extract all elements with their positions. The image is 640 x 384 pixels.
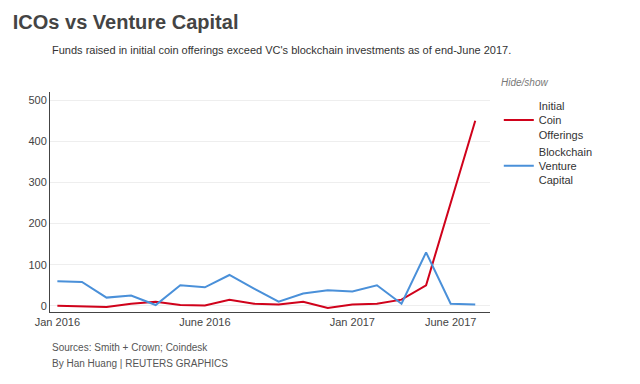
svg-text:Sources: Smith + Crown; Coinde: Sources: Smith + Crown; Coindesk (52, 342, 208, 353)
svg-text:100: 100 (28, 259, 46, 271)
svg-text:0: 0 (41, 300, 47, 312)
svg-text:Jan 2017: Jan 2017 (330, 316, 375, 328)
svg-text:Funds raised in initial coin o: Funds raised in initial coin offerings e… (52, 44, 511, 56)
svg-text:June 2016: June 2016 (179, 316, 230, 328)
svg-text:BlockchainVentureCapital: BlockchainVentureCapital (539, 146, 592, 187)
svg-text:InitialCoinOfferings: InitialCoinOfferings (539, 100, 584, 141)
svg-text:400: 400 (28, 135, 46, 147)
svg-text:June 2017: June 2017 (425, 316, 476, 328)
svg-text:300: 300 (28, 176, 46, 188)
svg-text:Hide/show: Hide/show (501, 77, 548, 88)
svg-text:Jan 2016: Jan 2016 (35, 316, 80, 328)
svg-text:500: 500 (28, 94, 46, 106)
svg-text:200: 200 (28, 217, 46, 229)
svg-text:By Han Huang | REUTERS GRAPHIC: By Han Huang | REUTERS GRAPHICS (52, 358, 228, 369)
svg-text:ICOs vs Venture Capital: ICOs vs Venture Capital (13, 11, 239, 33)
